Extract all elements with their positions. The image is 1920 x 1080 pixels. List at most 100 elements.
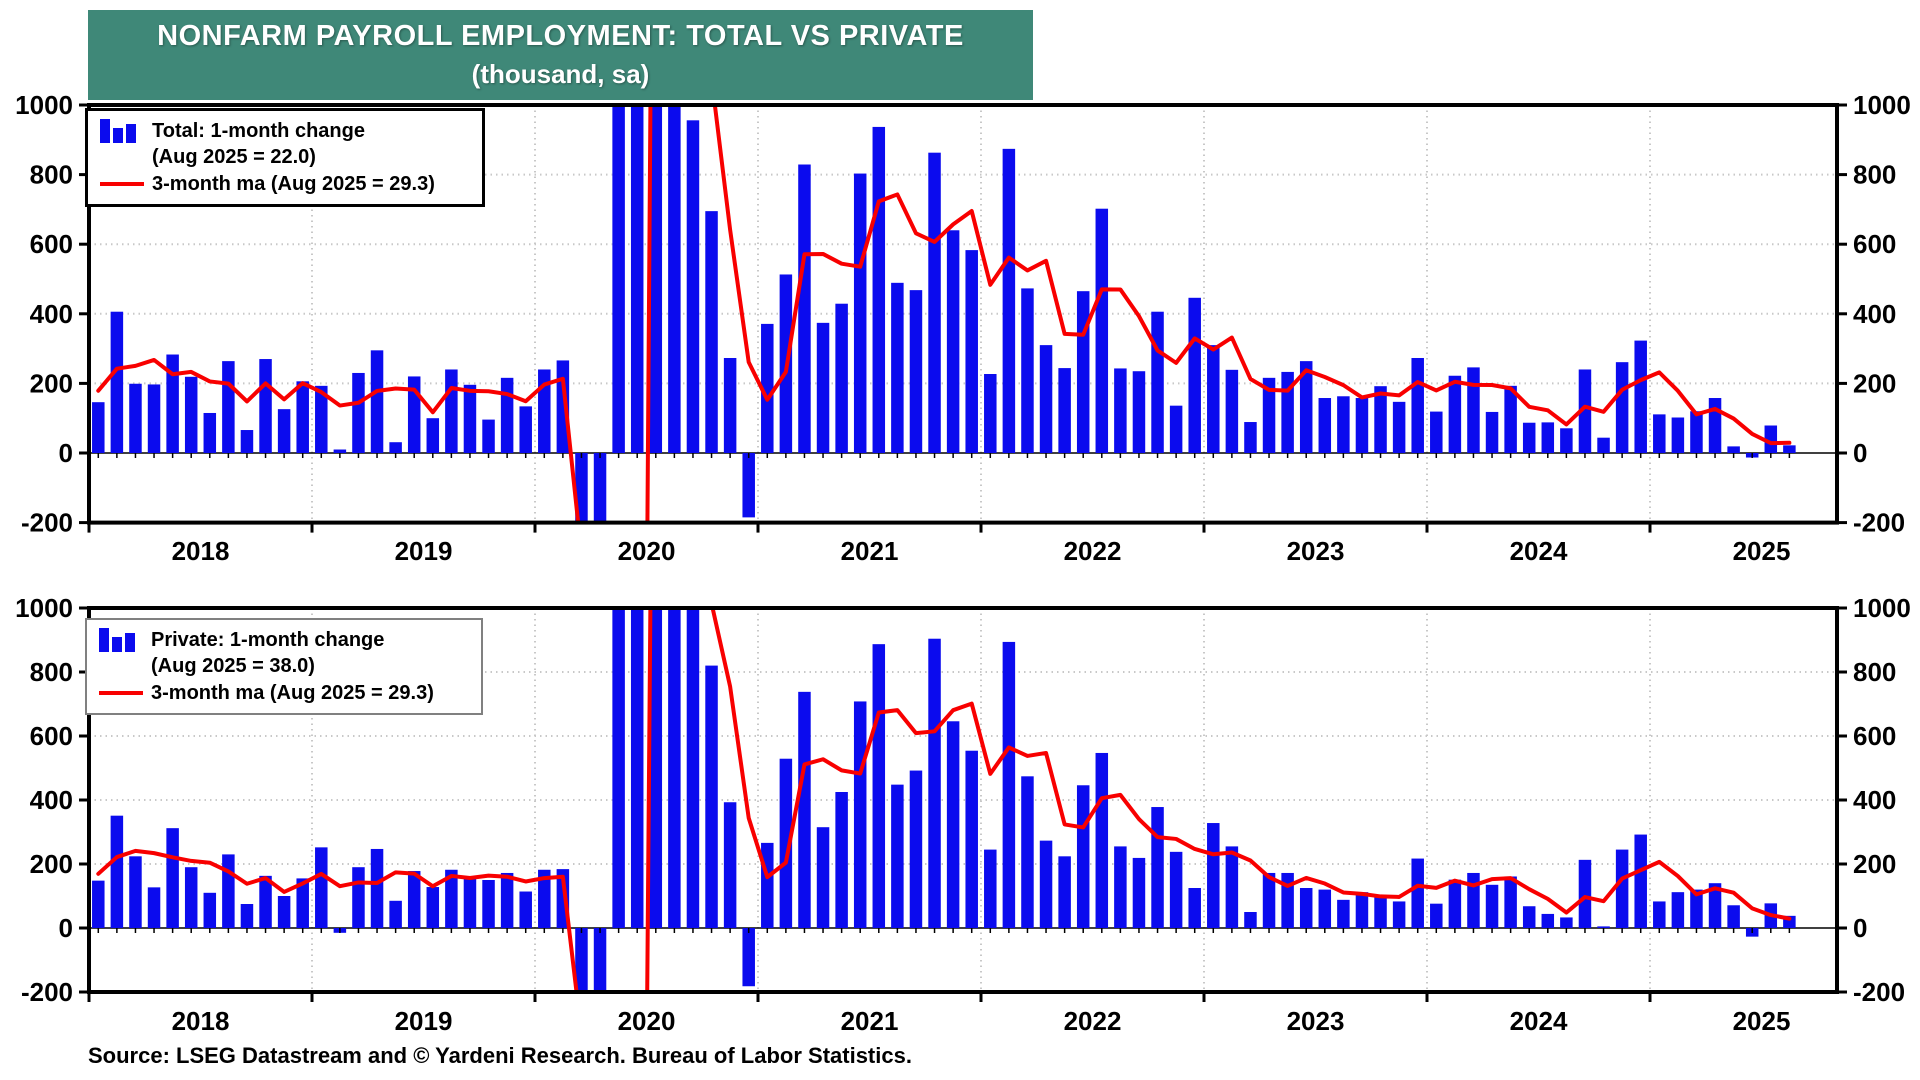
bar <box>798 691 811 928</box>
bar <box>389 900 402 928</box>
bar <box>742 928 755 987</box>
bar <box>1318 398 1332 453</box>
bar <box>1299 888 1313 928</box>
bar <box>1504 385 1517 453</box>
bar <box>1058 856 1071 928</box>
legend-total-ma-label: 3-month ma (Aug 2025 = 29.3) <box>152 172 435 195</box>
bar <box>1076 785 1090 928</box>
bar <box>110 311 124 453</box>
bar <box>835 303 848 453</box>
axis-tick-label: 0 <box>1853 438 1867 468</box>
bar <box>482 880 495 928</box>
bar <box>1634 340 1647 453</box>
legend-total-bar-sub: (Aug 2025 = 22.0) <box>152 146 316 169</box>
axis-tick-label: 0 <box>59 913 73 943</box>
bar <box>110 815 124 928</box>
bar <box>705 211 718 453</box>
bar <box>296 381 309 453</box>
chart-title: NONFARM PAYROLL EMPLOYMENT: TOTAL VS PRI… <box>157 20 964 52</box>
bar <box>1597 437 1610 453</box>
bar <box>1411 858 1424 928</box>
axis-tick-label: 2020 <box>618 536 676 566</box>
bar <box>389 442 402 453</box>
axis-tick-label: 1000 <box>15 90 73 120</box>
bar <box>1021 288 1034 453</box>
bar <box>1708 398 1722 453</box>
legend-total-bar-label: Total: 1-month change <box>152 120 365 142</box>
bar <box>184 376 198 453</box>
bar <box>1690 411 1703 453</box>
axis-tick-label: 400 <box>30 299 73 329</box>
bar <box>1560 917 1573 928</box>
bar <box>649 105 663 453</box>
bar <box>575 453 588 523</box>
bar <box>315 385 328 453</box>
ma-line-icon <box>100 181 152 186</box>
bar <box>1727 446 1740 453</box>
bar <box>816 827 830 928</box>
bar <box>1541 422 1555 453</box>
axis-tick-label: -200 <box>21 977 73 1007</box>
axis-tick-label: 2019 <box>395 536 453 566</box>
bar <box>928 638 941 928</box>
bar <box>1467 367 1480 453</box>
bar <box>946 721 960 928</box>
axis-tick-label: -200 <box>1853 508 1905 538</box>
bar-series-icon <box>99 628 151 653</box>
bar <box>1522 906 1536 928</box>
bar <box>1448 879 1462 928</box>
bar <box>593 928 607 992</box>
bar <box>1467 872 1480 928</box>
bar <box>668 105 681 453</box>
bar <box>1485 884 1499 928</box>
bar <box>1188 297 1201 453</box>
bar <box>445 869 458 928</box>
bar <box>630 105 644 453</box>
bar <box>872 644 886 928</box>
bar <box>872 126 886 453</box>
bar <box>1392 901 1406 928</box>
chart-title-banner: NONFARM PAYROLL EMPLOYMENT: TOTAL VS PRI… <box>88 10 1033 100</box>
bar <box>259 875 272 928</box>
source-note: Source: LSEG Datastream and © Yardeni Re… <box>88 1043 912 1068</box>
bar <box>222 361 235 453</box>
legend-private-ma-label: 3-month ma (Aug 2025 = 29.3) <box>151 681 434 704</box>
bar <box>1783 445 1796 453</box>
bar <box>426 418 440 453</box>
private-panel: -200 -200 0 0 200 200 400 400 600 600 800 800 1000 10… <box>15 593 1911 1036</box>
bar <box>463 877 477 928</box>
bar <box>1392 401 1406 453</box>
bar <box>1299 361 1313 453</box>
bar <box>1132 857 1146 928</box>
bar <box>630 608 644 928</box>
bar <box>909 290 923 453</box>
bar <box>1355 892 1369 928</box>
bar <box>984 374 997 453</box>
axis-tick-label: 2024 <box>1510 536 1568 566</box>
bar <box>277 409 291 453</box>
bar <box>166 828 179 928</box>
axis-tick-label: 2021 <box>841 1006 899 1036</box>
bar <box>1690 889 1703 928</box>
axis-tick-label: 1000 <box>15 593 73 623</box>
bar <box>686 120 700 453</box>
axis-tick-label: 400 <box>1853 785 1896 815</box>
bar <box>1281 872 1294 928</box>
bar <box>1597 926 1610 928</box>
legend-private-bar-label: Private: 1-month change <box>151 629 385 651</box>
axis-tick-label: 400 <box>30 785 73 815</box>
bar <box>1411 357 1424 453</box>
bar <box>315 847 328 928</box>
bar <box>723 357 737 453</box>
bar <box>1448 375 1462 453</box>
bar <box>761 323 774 453</box>
bar <box>166 354 179 453</box>
bar <box>761 842 774 928</box>
bar <box>1653 414 1666 453</box>
legend-private-bar-sub: (Aug 2025 = 38.0) <box>151 655 315 678</box>
bar <box>1337 899 1350 928</box>
bar <box>129 856 142 928</box>
bar <box>203 892 217 928</box>
bar <box>463 384 477 453</box>
